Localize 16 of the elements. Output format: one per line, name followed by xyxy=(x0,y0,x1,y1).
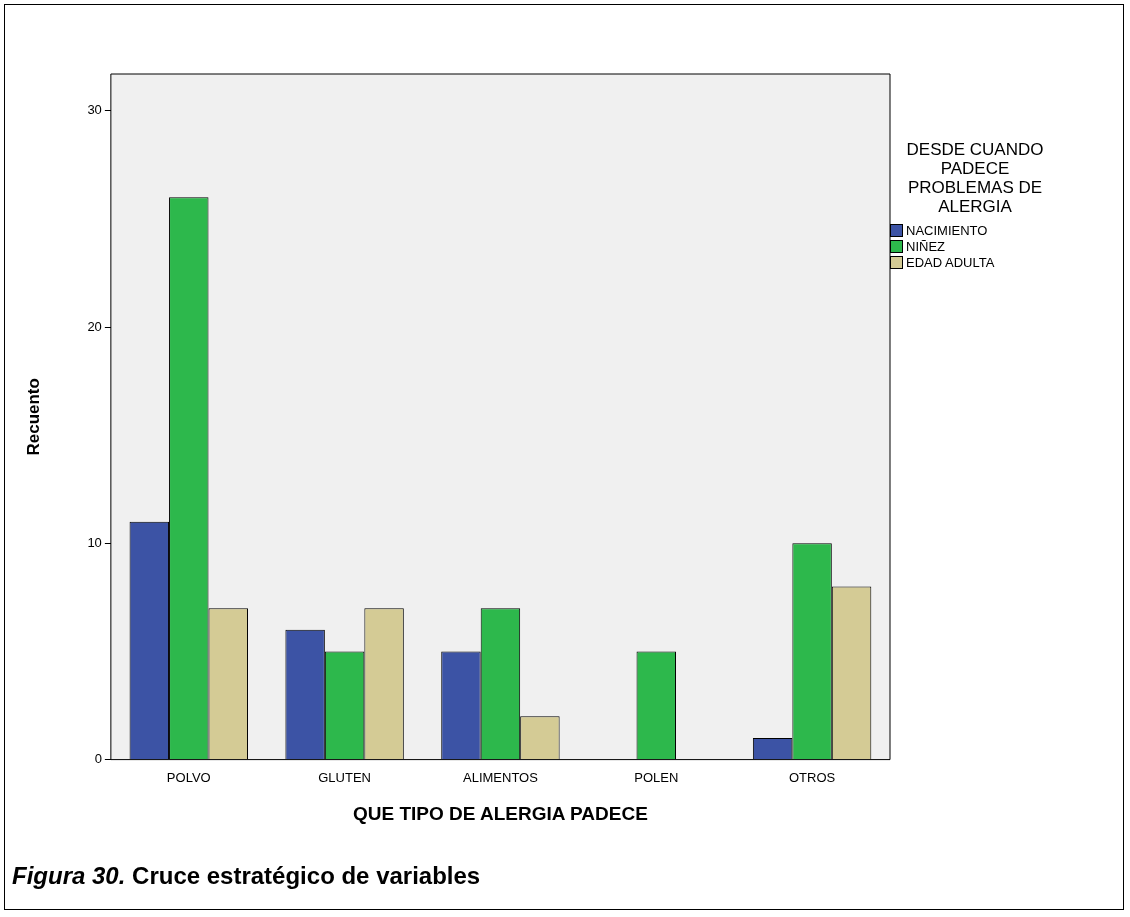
y-axis-title: Recuento xyxy=(23,378,43,456)
text: Figura 30. Cruce estratégico de variables xyxy=(12,862,481,890)
y-tick-label: 0 xyxy=(94,751,102,767)
legend-label: NACIMIENTO xyxy=(906,222,988,238)
x-tick-label: POLVO xyxy=(166,769,211,785)
x-tick-label: POLEN xyxy=(634,769,679,785)
y-tick-label: 10 xyxy=(87,534,102,550)
x-tick-label: OTROS xyxy=(788,769,836,785)
legend-title: DESDE CUANDO PADECE PROBLEMAS DE ALERGIA xyxy=(905,140,1045,216)
x-tick-label: GLUTEN xyxy=(318,769,371,785)
legend-label: NIÑEZ xyxy=(906,238,945,254)
y-tick-label: 30 xyxy=(87,102,102,118)
x-axis-title: QUE TIPO DE ALERGIA PADECE xyxy=(352,802,648,824)
x-tick-label: ALIMENTOS xyxy=(462,769,539,785)
y-tick-label: 20 xyxy=(87,318,102,334)
legend-label: EDAD ADULTA xyxy=(906,254,995,270)
